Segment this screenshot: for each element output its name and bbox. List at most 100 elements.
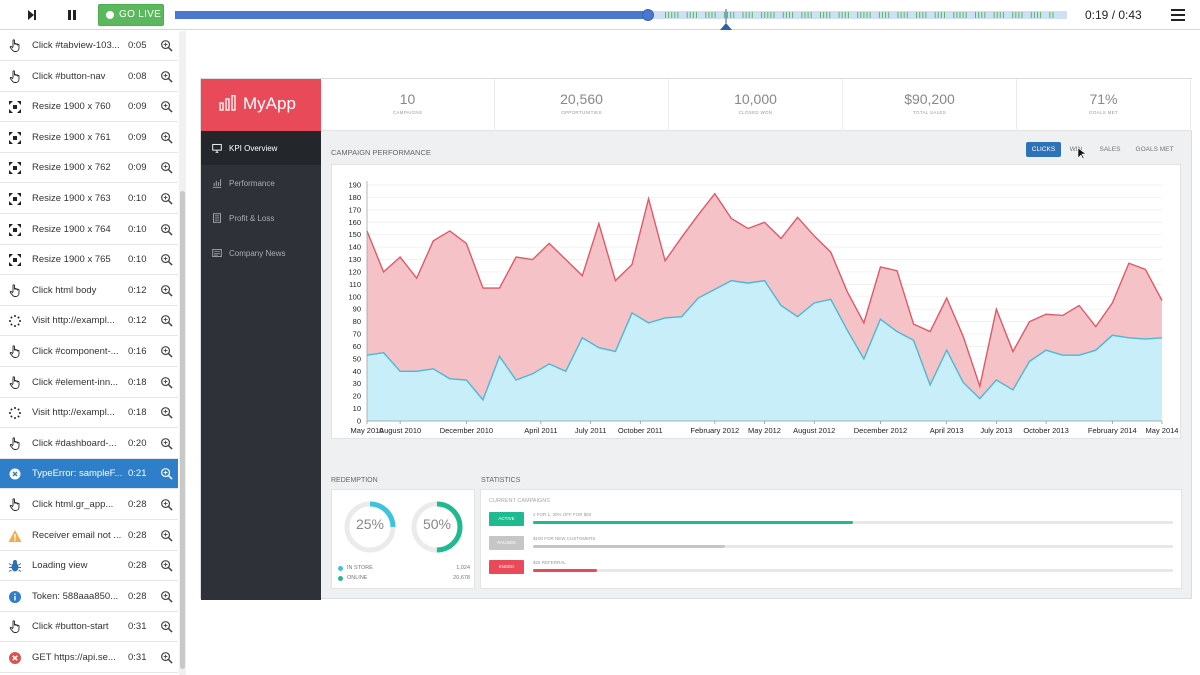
kpi-label: OPPORTUNITIES	[561, 110, 602, 115]
zoom-in-icon	[161, 101, 173, 113]
zoom-button[interactable]	[160, 651, 173, 664]
timeline-tick	[764, 12, 766, 18]
event-icon-wrap	[8, 253, 22, 267]
event-row[interactable]: Resize 1900 x 761 0:09	[0, 123, 178, 153]
pause-button[interactable]	[59, 5, 85, 25]
zoom-button[interactable]	[160, 314, 173, 327]
y-tick-label: 30	[353, 379, 361, 388]
timeline-tick	[978, 12, 980, 18]
event-row[interactable]: Click #dashboard-... 0:20	[0, 429, 178, 459]
event-row[interactable]: Resize 1900 x 762 0:09	[0, 153, 178, 184]
event-row[interactable]: Click #component-... 0:16	[0, 337, 178, 367]
zoom-button[interactable]	[160, 529, 173, 542]
chart-tab[interactable]: CLICKS	[1026, 142, 1061, 157]
event-row[interactable]: Click html.gr_app... 0:28	[0, 490, 178, 520]
event-row[interactable]: Loading view 0:28	[0, 551, 178, 582]
event-time: 0:09	[128, 162, 147, 174]
zoom-button[interactable]	[160, 253, 173, 266]
campaign-row[interactable]: ENDED $25 REFERRAL	[489, 560, 1179, 576]
resize-icon	[9, 131, 21, 144]
timeline-scrubber[interactable]	[175, 9, 1067, 21]
zoom-button[interactable]	[160, 345, 173, 358]
zoom-button[interactable]	[160, 192, 173, 205]
zoom-button[interactable]	[160, 223, 173, 236]
nav-item[interactable]: KPI Overview	[201, 131, 321, 165]
zoom-button[interactable]	[160, 100, 173, 113]
event-row[interactable]: Visit http://exampl... 0:12	[0, 306, 178, 337]
zoom-in-icon	[161, 315, 173, 327]
go-live-button[interactable]: GO LIVE	[98, 4, 164, 26]
chart-tab[interactable]: SALES	[1099, 146, 1121, 153]
timeline-tick	[1037, 12, 1038, 18]
timeline-tick	[1015, 12, 1017, 18]
timeline-tick	[882, 12, 883, 18]
event-row[interactable]: Resize 1900 x 763 0:10	[0, 184, 178, 214]
zoom-button[interactable]	[160, 161, 173, 174]
event-row[interactable]: Token: 588aaa850... 0:28	[0, 582, 178, 612]
zoom-button[interactable]	[160, 498, 173, 511]
timeline-tick	[782, 12, 784, 18]
step-forward-button[interactable]	[19, 5, 45, 25]
event-icon-wrap	[8, 375, 22, 390]
chart-tab[interactable]: GOALS MET	[1135, 146, 1174, 153]
resize-icon	[9, 254, 21, 267]
event-row[interactable]: Click #button-nav 0:08	[0, 62, 178, 92]
event-row[interactable]: Click #button-start 0:31	[0, 612, 178, 643]
zoom-button[interactable]	[160, 284, 173, 297]
timeline-tick	[860, 12, 862, 18]
event-row[interactable]: TypeError: sampleF... 0:21	[0, 459, 178, 490]
event-row[interactable]: GET https://api.se... 0:31	[0, 643, 178, 673]
zoom-button[interactable]	[160, 559, 173, 572]
event-row[interactable]: Resize 1900 x 764 0:10	[0, 215, 178, 245]
loading-icon	[9, 407, 21, 420]
event-row[interactable]: Click #tabview-103... 0:05	[0, 31, 178, 61]
event-row[interactable]: Click #element-inn... 0:18	[0, 368, 178, 398]
zoom-button[interactable]	[160, 70, 173, 83]
event-time: 0:09	[128, 131, 147, 143]
legend-label: IN STORE	[347, 565, 373, 571]
timeline-tick	[975, 12, 976, 18]
kpi-card: 20,560 OPPORTUNITIES	[495, 79, 669, 131]
campaign-row[interactable]: PAUSED $100 FOR NEW CUSTOMERS	[489, 536, 1179, 552]
timeline-tick	[696, 12, 697, 18]
zoom-button[interactable]	[160, 590, 173, 603]
zoom-button[interactable]	[160, 620, 173, 633]
timeline-tick	[785, 12, 787, 18]
event-scrollbar-thumb[interactable]	[180, 191, 185, 669]
timeline-tick	[767, 12, 769, 18]
zoom-button[interactable]	[160, 437, 173, 450]
zoom-in-icon	[161, 40, 173, 52]
timeline-tick	[714, 12, 716, 18]
event-icon-wrap	[8, 223, 22, 237]
nav-item[interactable]: Company News	[201, 236, 321, 270]
event-time: 0:08	[128, 70, 147, 82]
timeline-tick	[745, 12, 747, 18]
brand-header[interactable]: MyApp	[201, 79, 321, 131]
brand-name: MyApp	[243, 94, 296, 113]
nav-item[interactable]: Profit & Loss	[201, 201, 321, 235]
timeline-tick	[959, 12, 961, 18]
event-row[interactable]: Click html body 0:12	[0, 276, 178, 306]
campaign-progress-fill	[533, 521, 853, 524]
event-row[interactable]: Receiver email not ... 0:28	[0, 521, 178, 551]
event-row[interactable]: Visit http://exampl... 0:18	[0, 398, 178, 429]
y-tick-label: 120	[348, 267, 361, 276]
zoom-button[interactable]	[160, 131, 173, 144]
event-row[interactable]: Resize 1900 x 760 0:09	[0, 92, 178, 123]
timeline-tick	[888, 12, 890, 18]
event-time: 0:16	[128, 346, 147, 357]
nav-item[interactable]: Performance	[201, 166, 321, 200]
timeline-handle[interactable]	[641, 9, 654, 21]
kpi-label: CAMPAIGNS	[392, 110, 423, 115]
zoom-button[interactable]	[160, 39, 173, 52]
zoom-button[interactable]	[160, 376, 173, 389]
menu-button[interactable]	[1170, 7, 1186, 23]
event-time: 0:28	[128, 560, 147, 572]
campaign-row[interactable]: ACTIVE 2 FOR 1, 30% OFF FOR $50	[489, 512, 1179, 528]
x-tick-label: October 2013	[1023, 426, 1068, 435]
event-row[interactable]: Resize 1900 x 765 0:10	[0, 245, 178, 276]
zoom-button[interactable]	[160, 406, 173, 419]
chart-tab[interactable]: WIN	[1069, 146, 1083, 153]
legend-dot	[338, 566, 343, 571]
zoom-button[interactable]	[160, 467, 173, 480]
